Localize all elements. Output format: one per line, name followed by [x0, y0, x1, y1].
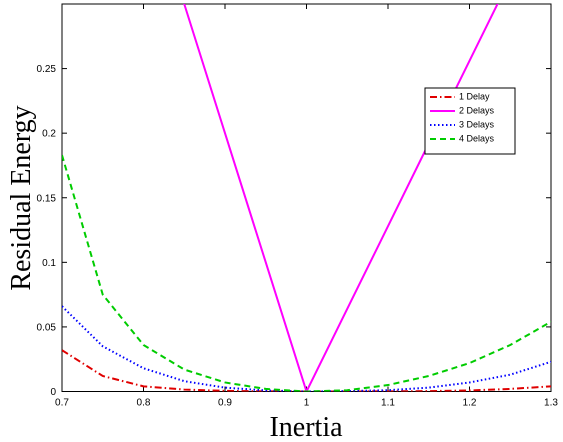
x-tick-label: 0.9 [218, 398, 232, 409]
y-tick-label: 0.1 [42, 258, 56, 269]
legend-label: 3 Delays [459, 119, 495, 129]
legend-label: 2 Delays [459, 105, 495, 115]
x-tick-label: 1 [304, 398, 310, 409]
y-tick-label: 0.05 [37, 322, 57, 333]
y-tick-label: 0.15 [37, 193, 57, 204]
legend-label: 1 Delay [459, 91, 490, 101]
series-line [183, 4, 499, 392]
series-line [62, 305, 551, 392]
plot-frame [61, 3, 552, 392]
x-tick-label: 1.2 [463, 398, 477, 409]
x-tick-label: 0.8 [137, 398, 151, 409]
y-tick-label: 0 [50, 387, 56, 398]
x-tick-label: 1.1 [381, 398, 395, 409]
x-tick-label: 1.3 [544, 398, 558, 409]
legend: 1 Delay 2 Delays 3 Delays 4 Delays [424, 87, 516, 155]
series-line [62, 349, 551, 392]
series-line [62, 154, 551, 392]
x-tick-label: 0.7 [55, 398, 69, 409]
plot-lines [62, 4, 551, 392]
y-axis-title: Residual Energy [6, 105, 37, 290]
legend-label: 4 Delays [459, 133, 495, 143]
legend-box [424, 87, 516, 155]
x-axis-title: Inertia [269, 412, 343, 442]
y-tick-label: 0.25 [37, 64, 57, 75]
y-tick-label: 0.2 [42, 129, 56, 140]
